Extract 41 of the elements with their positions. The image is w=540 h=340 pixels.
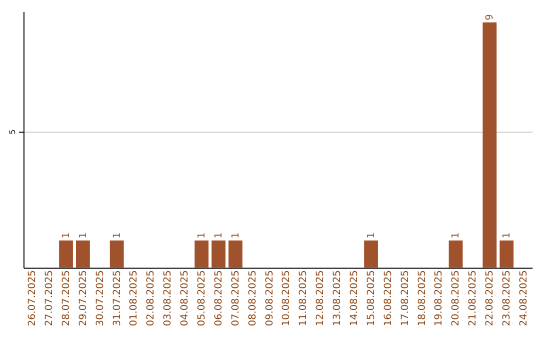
data-label: 1: [60, 232, 72, 239]
x-tick-label: 27.07.2025: [44, 270, 55, 326]
x-tick-label: 26.07.2025: [27, 270, 38, 326]
x-tick-label: 12.08.2025: [315, 270, 326, 326]
y-tick-label: 5: [8, 129, 18, 134]
x-tick-label: 15.08.2025: [366, 270, 377, 326]
x-tick-label: 06.08.2025: [213, 270, 224, 326]
x-tick-label: 30.07.2025: [94, 270, 106, 326]
x-tick-label: 09.08.2025: [264, 270, 276, 326]
x-tick-label: 01.08.2025: [128, 270, 140, 326]
x-tick-label: 05.08.2025: [196, 270, 208, 326]
x-tick-label: 24.08.2025: [518, 270, 530, 326]
x-tick-label: 02.08.2025: [146, 270, 157, 326]
x-tick-label: 22.08.2025: [484, 270, 496, 326]
x-tick-label: 17.08.2025: [400, 270, 411, 326]
data-label: 1: [196, 232, 208, 239]
x-tick-label: 13.08.2025: [332, 270, 344, 326]
data-label: 1: [213, 232, 224, 239]
x-tick-label: 29.07.2025: [78, 270, 89, 326]
data-label: 1: [112, 232, 123, 239]
x-tick-label: 20.08.2025: [450, 270, 462, 326]
x-tick-label: 10.08.2025: [281, 270, 292, 326]
x-tick-label: 16.08.2025: [382, 270, 394, 326]
x-tick-label: 23.08.2025: [502, 270, 513, 326]
x-tick-label: 08.08.2025: [247, 270, 258, 326]
data-label: 9: [484, 14, 496, 20]
data-label: 1: [78, 232, 89, 239]
data-label: 1: [230, 232, 242, 239]
data-label: 1: [366, 232, 377, 239]
x-tick-label: 03.08.2025: [162, 270, 174, 326]
x-tick-label: 07.08.2025: [230, 270, 242, 326]
x-tick-label: 14.08.2025: [349, 270, 360, 326]
x-tick-label: 28.07.2025: [60, 270, 72, 326]
x-tick-label: 04.08.2025: [180, 270, 191, 326]
x-tick-label: 18.08.2025: [416, 270, 428, 326]
x-tick-label: 31.07.2025: [112, 270, 123, 326]
x-tick-label: 19.08.2025: [434, 270, 445, 326]
x-tick-label: 21.08.2025: [468, 270, 479, 326]
data-label: 1: [502, 232, 513, 239]
x-tick-label: 11.08.2025: [298, 270, 310, 326]
data-label: 1: [450, 232, 462, 239]
